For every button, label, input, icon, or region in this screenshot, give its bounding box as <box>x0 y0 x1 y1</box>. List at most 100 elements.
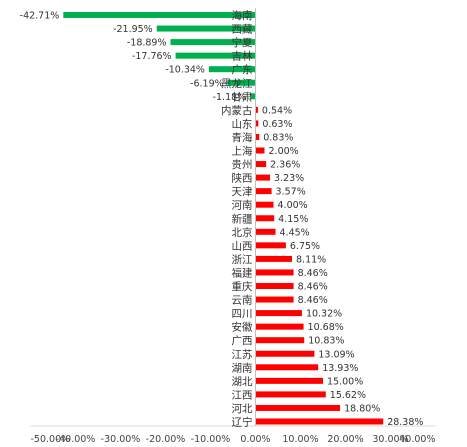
bar-28 <box>255 391 326 398</box>
bar-16 <box>255 228 276 235</box>
x-tick-label-8: 30.00% <box>372 434 408 445</box>
category-label-7: 内蒙古 <box>221 104 253 117</box>
data-label-16: 4.45% <box>280 227 310 238</box>
bar-6 <box>250 93 256 100</box>
x-tick-label-5: 0.00% <box>240 434 270 445</box>
category-label-3: 吉林 <box>232 50 253 63</box>
data-label-9: 0.83% <box>263 132 293 143</box>
bar-29 <box>255 404 341 411</box>
bar-22 <box>255 310 302 317</box>
category-label-20: 重庆 <box>232 280 253 293</box>
category-label-12: 陕西 <box>232 172 253 185</box>
x-tick-label-7: 20.00% <box>327 434 363 445</box>
category-label-19: 福建 <box>232 266 253 279</box>
bar-18 <box>255 255 292 262</box>
bar-27 <box>255 377 323 384</box>
bar-26 <box>255 364 319 371</box>
bar-14 <box>255 201 274 208</box>
data-label-1: -21.95% <box>113 24 153 35</box>
x-axis-ticks: -50.00%-40.00% -30.00% -20.00% -10.00% 0.00%… <box>31 434 436 445</box>
bar-9 <box>255 133 260 140</box>
category-label-24: 广西 <box>232 335 253 347</box>
data-label-0: -42.71% <box>20 11 60 22</box>
bar-4 <box>208 66 256 73</box>
data-label-7: 0.54% <box>262 105 292 116</box>
data-label-25: 13.09% <box>318 349 354 360</box>
bar-10 <box>255 147 265 154</box>
category-label-26: 湖南 <box>232 361 253 374</box>
category-labels: 海南西藏宁夏吉林广东黑龙江甘肃内蒙古山东青海上海贵州陕西天津河南新疆北京山西浙江… <box>221 9 253 429</box>
category-label-28: 江西 <box>232 389 253 401</box>
category-label-10: 上海 <box>232 145 253 158</box>
bar-30 <box>255 418 384 425</box>
bar-group <box>63 12 384 425</box>
data-label-15: 4.15% <box>278 214 308 225</box>
category-label-1: 西藏 <box>232 24 253 36</box>
data-label-10: 2.00% <box>269 146 299 157</box>
bar-23 <box>255 323 304 330</box>
bar-19 <box>255 269 294 276</box>
category-label-22: 四川 <box>232 308 253 320</box>
category-label-11: 贵州 <box>232 158 253 171</box>
data-label-6: -1.18% <box>213 92 247 103</box>
x-tick-label-3: -20.00% <box>146 434 186 445</box>
bar-7 <box>255 106 258 113</box>
data-label-17: 6.75% <box>290 241 320 252</box>
bar-25 <box>255 350 315 357</box>
category-label-29: 河北 <box>232 403 253 415</box>
data-label-19: 8.46% <box>298 268 328 279</box>
bar-1 <box>156 25 256 32</box>
category-label-6: 甘肃 <box>232 90 253 103</box>
bar-21 <box>255 296 294 303</box>
x-tick-label-9: 40.00% <box>399 434 435 445</box>
data-label-30: 28.38% <box>387 417 423 428</box>
data-labels: -42.71% -21.95% -18.89% -17.76% -10.34% -6.19… <box>20 11 424 429</box>
bar-12 <box>255 174 271 181</box>
x-tick-label-4: -10.00% <box>191 434 231 445</box>
category-label-0: 海南 <box>232 9 253 22</box>
bar-2 <box>170 39 256 46</box>
bar-13 <box>255 188 272 195</box>
data-label-13: 3.57% <box>276 187 306 198</box>
category-label-16: 北京 <box>232 226 253 239</box>
data-label-4: -10.34% <box>165 65 205 76</box>
category-label-5: 黑龙江 <box>221 77 253 90</box>
data-label-12: 3.23% <box>274 173 304 184</box>
data-label-29: 18.80% <box>344 403 380 414</box>
data-label-23: 10.68% <box>308 322 344 333</box>
data-label-8: 0.63% <box>262 119 292 130</box>
bar-8 <box>255 120 259 127</box>
bar-3 <box>175 52 256 59</box>
x-tick-label-1: -40.00% <box>56 434 96 445</box>
category-label-25: 江苏 <box>232 348 253 361</box>
category-label-27: 湖北 <box>232 376 253 388</box>
data-label-28: 15.62% <box>330 390 366 401</box>
x-tick-label-0: -50.00% <box>31 434 71 445</box>
data-label-27: 15.00% <box>327 376 363 387</box>
bar-0 <box>63 12 256 18</box>
data-label-22: 10.32% <box>306 309 342 320</box>
data-label-21: 8.46% <box>298 295 328 306</box>
category-label-18: 浙江 <box>232 254 253 266</box>
category-label-2: 宁夏 <box>232 36 253 49</box>
bar-17 <box>255 242 286 249</box>
data-label-26: 13.93% <box>322 363 358 374</box>
category-label-9: 青海 <box>232 131 253 144</box>
bar-15 <box>255 215 275 222</box>
category-label-14: 河南 <box>232 199 253 212</box>
bar-24 <box>255 337 305 344</box>
data-label-2: -18.89% <box>127 38 167 49</box>
bar-5 <box>227 79 256 86</box>
data-label-18: 8.11% <box>296 254 326 265</box>
x-tick-label-2: -30.00% <box>101 434 141 445</box>
bar-11 <box>255 161 267 168</box>
category-label-4: 广东 <box>232 63 253 76</box>
data-label-11: 2.36% <box>270 160 300 171</box>
data-label-5: -6.19% <box>190 78 224 89</box>
category-label-8: 山东 <box>232 117 253 130</box>
category-label-21: 云南 <box>232 294 253 307</box>
data-label-3: -17.76% <box>132 51 172 62</box>
category-label-17: 山西 <box>232 240 253 252</box>
category-label-23: 安徽 <box>232 321 253 334</box>
